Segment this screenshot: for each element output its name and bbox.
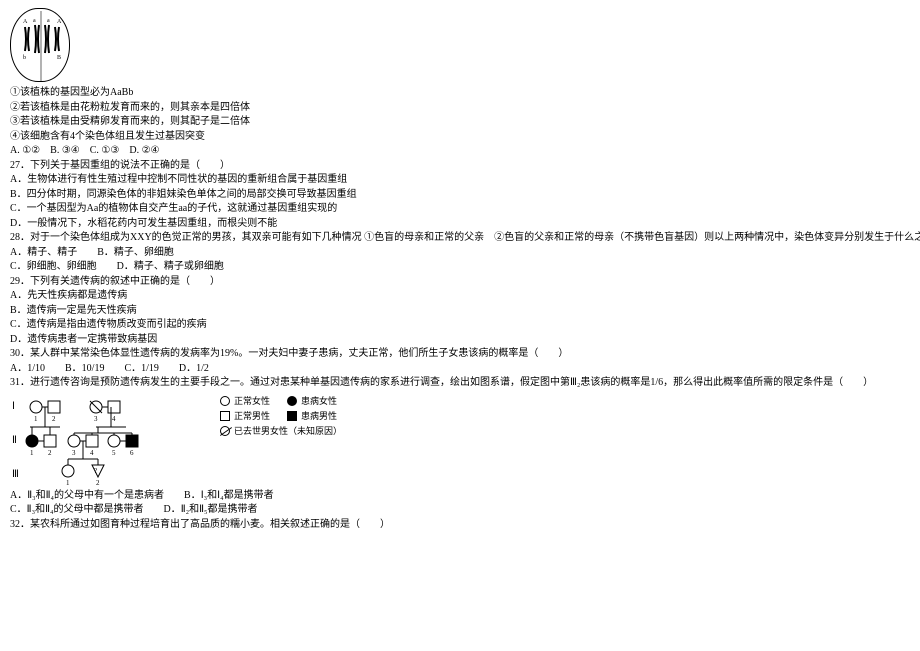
q29: 29．下列有关遗传病的叙述中正确的是（ ） [10, 275, 920, 290]
q31-c: C．Ⅱ₃和Ⅱ₄的父母中都是携带者 D．Ⅱ₂和Ⅱ₅都是携带者 [10, 503, 920, 518]
q30-options: A．1/10 B．10/19 C．1/19 D．1/2 [10, 362, 920, 377]
svg-text:2: 2 [96, 479, 100, 485]
svg-text:4: 4 [90, 449, 94, 457]
legend-nm: 正常男性 [234, 410, 270, 423]
q29-b: B．遗传病一定是先天性疾病 [10, 304, 920, 319]
legend-am: 患病男性 [301, 410, 337, 423]
q28-a: A．精子、精子 B．精子、卵细胞 [10, 246, 920, 261]
svg-text:5: 5 [112, 449, 116, 457]
statement-2: ②若该植株是由花粉粒发育而来的，则其亲本是四倍体 [10, 101, 920, 116]
svg-text:6: 6 [130, 449, 134, 457]
q27-b: B．四分体时期，同源染色体的非姐妹染色单体之间的局部交换可导致基因重组 [10, 188, 920, 203]
svg-text:A: A [57, 19, 62, 25]
q29-a: A．先天性疾病都是遗传病 [10, 289, 920, 304]
svg-text:a: a [33, 18, 36, 24]
left-column: A a a A b B ①该植株的基因型必为AaBb ②若该植株是由花粉粒发育而… [10, 8, 920, 643]
svg-text:1: 1 [30, 449, 34, 457]
svg-text:B: B [57, 55, 61, 61]
svg-text:b: b [23, 55, 26, 61]
svg-text:4: 4 [112, 415, 116, 423]
svg-text:a: a [47, 18, 50, 24]
svg-text:3: 3 [94, 415, 98, 423]
q28-c: C．卵细胞、卵细胞 D．精子、精子或卵细胞 [10, 260, 920, 275]
q31: 31．进行遗传咨询是预防遗传病发生的主要手段之一。通过对患某种单基因遗传病的家系… [10, 376, 920, 391]
cell-division-diagram: A a a A b B [10, 8, 70, 82]
svg-text:Ⅲ: Ⅲ [12, 469, 19, 480]
q28: 28．对于一个染色体组成为XXY的色觉正常的男孩，其双亲可能有如下几种情况 ①色… [10, 231, 920, 246]
svg-text:1: 1 [66, 479, 70, 485]
svg-text:1: 1 [34, 415, 38, 423]
statement-4: ④该细胞含有4个染色体组且发生过基因突变 [10, 130, 920, 145]
svg-text:2: 2 [52, 415, 56, 423]
statement-1: ①该植株的基因型必为AaBb [10, 86, 920, 101]
q31-a: A．Ⅱ₃和Ⅱ₄的父母中有一个是患病者 B．Ⅰ₃和Ⅰ₄都是携带者 [10, 489, 920, 504]
svg-text:Ⅱ: Ⅱ [12, 435, 17, 446]
q27-d: D．一般情况下，水稻花药内可发生基因重组，而根尖则不能 [10, 217, 920, 232]
q27-a: A．生物体进行有性生殖过程中控制不同性状的基因的重新组合属于基因重组 [10, 173, 920, 188]
legend-df: 已去世男女性（未知原因） [234, 425, 342, 438]
svg-text:A: A [23, 19, 28, 25]
q29-c: C．遗传病是指由遗传物质改变而引起的疾病 [10, 318, 920, 333]
pedigree-legend: 正常女性 患病女性 正常男性 患病男性 已去世男女性（未知原因） [220, 395, 342, 438]
pedigree-figure: Ⅰ 1 2 3 4 Ⅱ [10, 395, 920, 485]
svg-text:Ⅰ: Ⅰ [12, 401, 15, 412]
pedigree-chart: Ⅰ 1 2 3 4 Ⅱ [10, 395, 210, 485]
q30: 30．某人群中某常染色体显性遗传病的发病率为19%。一对夫妇中妻子患病，丈夫正常… [10, 347, 920, 362]
q26-options: A. ①② B. ③④ C. ①③ D. ②④ [10, 144, 920, 159]
legend-af: 患病女性 [301, 395, 337, 408]
q32: 32．某农科所通过如图育种过程培育出了高品质的糯小麦。相关叙述正确的是（ ） [10, 518, 920, 533]
svg-text:3: 3 [72, 449, 76, 457]
svg-text:2: 2 [48, 449, 52, 457]
svg-text:?: ? [94, 467, 97, 475]
statement-3: ③若该植株是由受精卵发育而来的，则其配子是二倍体 [10, 115, 920, 130]
q27: 27．下列关于基因重组的说法不正确的是（ ） [10, 159, 920, 174]
q27-c: C．一个基因型为Aa的植物体自交产生aa的子代，这就通过基因重组实现的 [10, 202, 920, 217]
legend-nf: 正常女性 [234, 395, 270, 408]
q29-d: D．遗传病患者一定携带致病基因 [10, 333, 920, 348]
